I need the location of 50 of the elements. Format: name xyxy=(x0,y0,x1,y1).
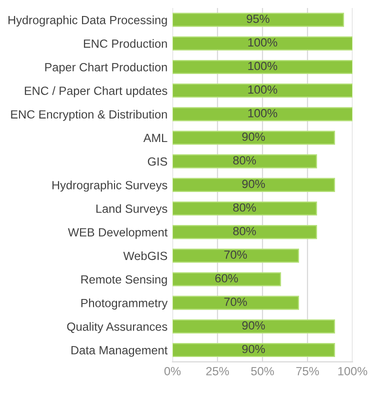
data-label: 80% xyxy=(233,203,256,212)
data-label: 80% xyxy=(233,226,256,236)
data-label: 70% xyxy=(224,250,247,259)
bar xyxy=(172,60,352,74)
data-label: 90% xyxy=(242,321,265,330)
y-tick-label: Paper Chart Production xyxy=(45,62,167,74)
y-tick-label: WebGIS xyxy=(123,251,168,260)
data-label: 90% xyxy=(242,344,265,354)
data-label: 90% xyxy=(242,180,265,188)
y-tick-label: Data Management xyxy=(71,346,168,357)
bar xyxy=(172,178,336,192)
data-label: 100% xyxy=(248,38,278,47)
bar xyxy=(172,342,336,358)
x-tick-label: 100% xyxy=(338,366,368,376)
bar xyxy=(172,296,300,310)
y-tick-label: GIS xyxy=(148,157,168,166)
y-tick-label: AML xyxy=(143,134,168,142)
y-tick-label: Land Surveys xyxy=(96,204,168,216)
bar xyxy=(172,12,344,27)
x-tick-label: 0% xyxy=(164,366,181,376)
data-label: 100% xyxy=(248,62,278,70)
y-tick-label: ENC Production xyxy=(84,39,167,48)
bar xyxy=(172,272,282,286)
bar xyxy=(172,84,352,98)
data-label: 70% xyxy=(224,298,247,306)
data-label: 100% xyxy=(248,108,278,118)
x-tick-label: 75% xyxy=(296,367,319,376)
y-tick-label: Photogrammetry xyxy=(81,298,168,310)
bar xyxy=(172,130,336,145)
y-tick-label: ENC / Paper Chart updates xyxy=(24,86,168,98)
data-label: 60% xyxy=(215,274,238,282)
y-tick-label: Quality Assurances xyxy=(67,322,168,334)
y-tick-label: ENC Encryption & Distribution xyxy=(11,110,167,121)
bar xyxy=(172,36,352,50)
bar xyxy=(172,225,318,240)
bar xyxy=(172,154,318,168)
x-tick-label: 50% xyxy=(251,366,274,376)
data-label: 90% xyxy=(242,132,265,141)
data-label: 95% xyxy=(246,14,270,23)
y-tick-label: WEB Development xyxy=(68,228,168,239)
x-tick-label: 25% xyxy=(206,366,229,376)
data-label: 80% xyxy=(233,156,256,165)
bar xyxy=(172,319,336,334)
y-tick-label: Hydrographic Data Processing xyxy=(8,16,167,27)
bar xyxy=(172,107,352,122)
bar xyxy=(172,201,318,216)
bar xyxy=(172,248,300,263)
data-label: 100% xyxy=(248,85,278,94)
y-tick-label: Remote Sensing xyxy=(81,274,167,286)
y-tick-label: Hydrographic Surveys xyxy=(52,180,168,192)
